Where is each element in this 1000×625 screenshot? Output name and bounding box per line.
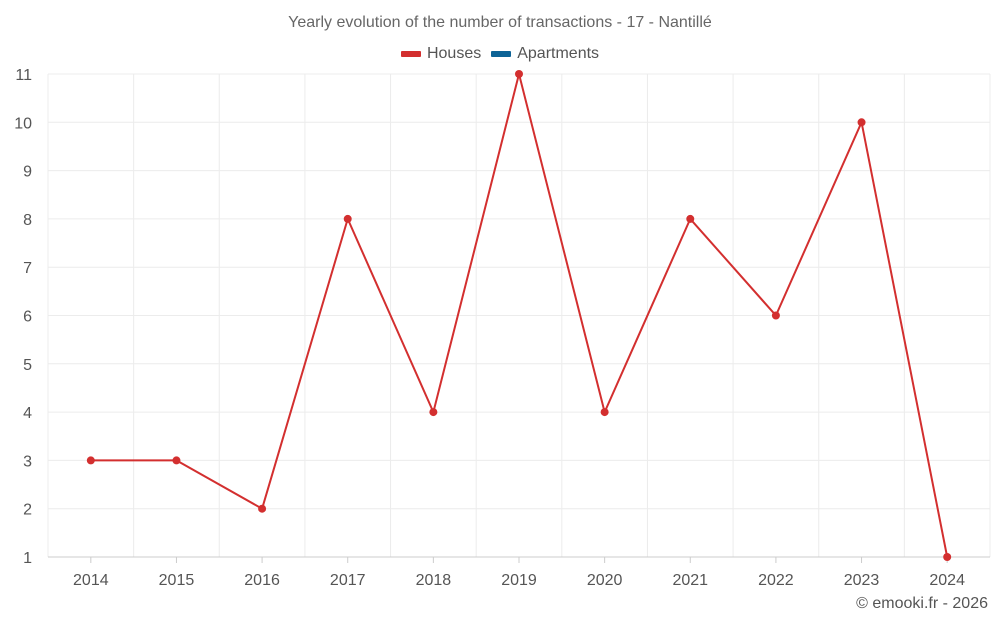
x-tick-label: 2016 (244, 572, 280, 589)
footer-credit: © emooki.fr - 2026 (856, 595, 988, 612)
x-tick-label: 2017 (330, 572, 366, 589)
y-tick-label: 10 (14, 115, 32, 132)
x-tick-label: 2018 (416, 572, 452, 589)
y-tick-label: 6 (23, 309, 32, 326)
data-point (771, 311, 780, 320)
y-tick-label: 2 (23, 502, 32, 519)
chart-title: Yearly evolution of the number of transa… (288, 14, 712, 31)
data-point (258, 504, 267, 513)
data-point (429, 408, 438, 417)
legend: Houses Apartments (0, 45, 1000, 63)
y-tick-label: 3 (23, 453, 32, 470)
x-tick-label: 2020 (587, 572, 623, 589)
data-point (515, 70, 523, 78)
data-point (86, 456, 95, 465)
data-point (857, 118, 866, 127)
legend-item-houses[interactable]: Houses (400, 45, 482, 63)
legend-swatch-apartments (491, 51, 512, 57)
data-point (686, 214, 695, 223)
x-tick-label: 2023 (844, 572, 880, 589)
y-tick-label: 11 (15, 67, 32, 84)
y-tick-label: 9 (23, 164, 32, 181)
x-tick-label: 2024 (929, 572, 965, 589)
data-point (600, 408, 609, 417)
y-tick-label: 5 (23, 357, 32, 374)
data-point (343, 214, 352, 223)
legend-label-apartments: Apartments (517, 45, 600, 62)
x-tick-label: 2014 (73, 572, 109, 589)
x-tick-label: 2022 (758, 572, 794, 589)
legend-item-apartments[interactable]: Apartments (491, 45, 599, 63)
x-tick-label: 2019 (501, 572, 537, 589)
x-tick-label: 2021 (672, 572, 708, 589)
y-tick-label: 7 (23, 260, 32, 277)
data-point (943, 553, 952, 561)
y-tick-label: 8 (23, 212, 32, 229)
legend-label-houses: Houses (426, 45, 482, 62)
y-tick-label: 1 (23, 550, 32, 567)
data-point (172, 456, 181, 465)
y-tick-label: 4 (23, 405, 32, 422)
x-tick-label: 2015 (159, 572, 195, 589)
legend-swatch-houses (400, 51, 421, 57)
